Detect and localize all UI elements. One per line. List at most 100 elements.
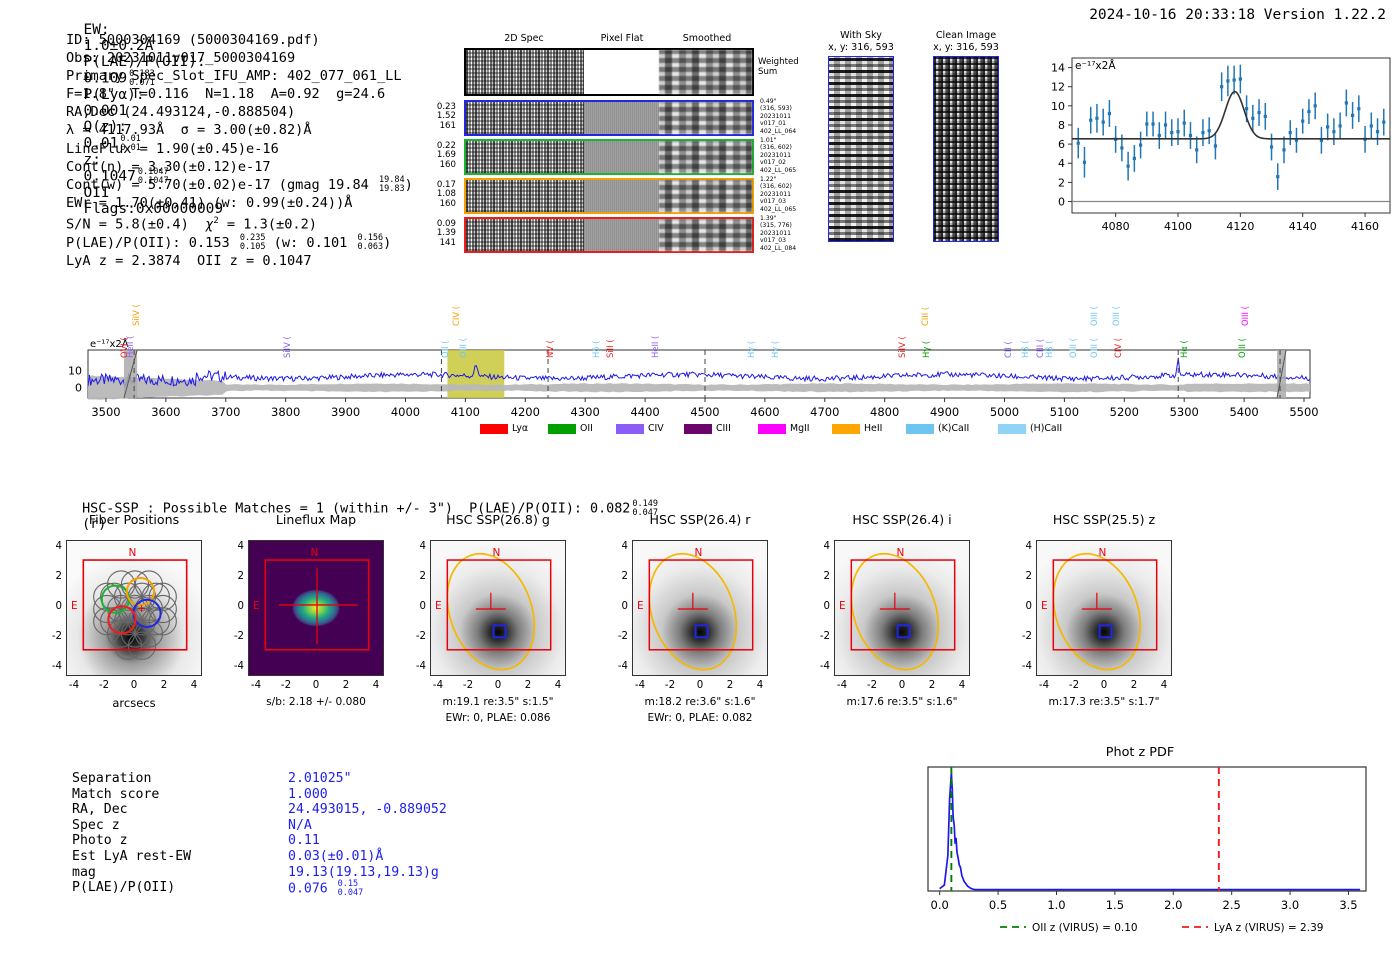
timestamp-version: 2024-10-16 20:33:18 Version 1.22.2 — [1089, 7, 1386, 23]
legend-label-Lyα: Lyα — [512, 423, 529, 434]
spectral-line-label: HeII ( — [124, 335, 135, 358]
cutout-ytick: -4 — [51, 661, 62, 672]
match-table-key: Match score — [72, 786, 160, 802]
z-label: z: — [83, 152, 101, 168]
weighted-sum-seg-0 — [466, 50, 585, 94]
weighted-sum-box — [464, 48, 754, 96]
svg-text:3600: 3600 — [151, 405, 180, 419]
legend-label-(K)CaII: (K)CaII — [938, 423, 970, 434]
qz-value: 0.01 — [83, 135, 119, 152]
match-table-value: 19.13(19.13,19.13)g — [288, 864, 439, 880]
svg-text:3700: 3700 — [211, 405, 240, 419]
spectral-line-label: Hα ( — [1179, 340, 1189, 358]
info-line: Obs: 20231011v017_5000304169 — [66, 50, 296, 67]
spectral-line-label: CIV ( — [1112, 338, 1123, 358]
spectral-line-label: CII ( — [1003, 341, 1014, 358]
ew-label: EW: — [83, 22, 110, 38]
svg-text:5100: 5100 — [1050, 405, 1079, 419]
cutout-xtick: 2 — [726, 680, 734, 691]
cutout-xtick: 0 — [494, 680, 502, 691]
cutout-caption-2: m:19.1 re:3.5" s:1.5" — [442, 696, 554, 708]
spectral-line-label: CIV ( — [451, 306, 462, 326]
svg-text:10: 10 — [68, 365, 82, 378]
fiber-strip-box — [464, 178, 754, 214]
cutout-xtick: -4 — [68, 680, 80, 691]
spectral-line-label: SiIV ( — [282, 336, 293, 358]
cutout-xtick: -2 — [866, 680, 878, 691]
svg-text:4160: 4160 — [1351, 220, 1379, 233]
cutout-xtick: 2 — [928, 680, 936, 691]
svg-text:4600: 4600 — [750, 405, 779, 419]
cutout-ytick: 2 — [55, 571, 62, 582]
cutout-title-1: Clean Image x, y: 316, 593 — [917, 30, 1015, 53]
legend-label-HeII: HeII — [864, 423, 883, 434]
info-line: EWr = 1.70(±0.41) (w: 0.99(±0.24))Å — [66, 194, 353, 211]
spectral-line-label: OIII ( — [1237, 338, 1248, 358]
match-table-value: 24.493015, -0.889052 — [288, 802, 447, 818]
svg-text:1.0: 1.0 — [1047, 898, 1065, 912]
qz-bounds: 0.01 0.01 — [120, 134, 141, 153]
legend-label-(H)CaII: (H)CaII — [1030, 423, 1063, 434]
cutout-xtick: 0 — [130, 680, 138, 691]
svg-text:3900: 3900 — [331, 405, 360, 419]
sky-cutout-panels: With Sky x, y: 316, 593 Clean Image x, y: 3… — [812, 30, 1022, 250]
cutout-panel-title-5: HSC SSP(25.5) z — [1052, 512, 1156, 527]
fiber-strip-seg-0 — [466, 141, 585, 173]
fiber-left-labels: 0.22 1.69 160 — [436, 141, 456, 170]
fiber-left-labels: 0.17 1.08 160 — [436, 180, 456, 209]
cutout-xtick: 4 — [756, 680, 764, 691]
info-line: LineFlux = 1.90(±0.45)e-16 — [66, 140, 279, 157]
fiber-strip-box — [464, 100, 754, 136]
svg-text:0: 0 — [1058, 196, 1065, 209]
match-table-value: 0.11 — [288, 833, 320, 849]
summary-header: EW: 1.0±0.2Å P(LAE)/P(OII): 0.109 0.183 0.… — [66, 6, 223, 217]
fiber-strip-seg-0 — [466, 102, 585, 134]
fiber-right-labels: 1.22" (316, 602) 20231011 v017_03 402_LL_065 — [760, 176, 797, 213]
fiber-strip-seg-0 — [466, 219, 585, 251]
svg-text:4: 4 — [1058, 157, 1065, 170]
spectral-line-label: Hγ ( — [745, 340, 756, 358]
cutout-panel-title-2: HSC SSP(26.8) g — [446, 512, 550, 527]
cutout-panel-title-1: Lineflux Map — [275, 512, 357, 527]
svg-text:1.5: 1.5 — [1106, 898, 1124, 912]
spectral-line-label: OIII ( — [1111, 306, 1122, 326]
svg-text:0.5: 0.5 — [989, 898, 1007, 912]
source-info-block: ID: 5000304169 (5000304169.pdf) Obs: 2023… — [66, 31, 413, 270]
cutout-ytick: 0 — [621, 601, 628, 612]
svg-text:4140: 4140 — [1289, 220, 1317, 233]
cutout-xtick: 0 — [1100, 680, 1108, 691]
cutout-ytick: 4 — [419, 541, 426, 552]
cutout-xtick: 0 — [696, 680, 704, 691]
hsc-header-bounds: 0.149 0.047 — [632, 499, 658, 518]
cutout-caption-5: m:17.3 re:3.5" s:1.7" — [1048, 696, 1160, 708]
svg-text:4900: 4900 — [930, 405, 959, 419]
svg-text:4300: 4300 — [571, 405, 600, 419]
info-line: Primary Spec_Slot_IFU_AMP: 402_077_061_L… — [66, 68, 402, 85]
z-value: 0.1047 — [83, 168, 136, 185]
svg-text:3800: 3800 — [271, 405, 300, 419]
compass-east-2: E — [435, 599, 442, 612]
spectral-line-label: OIII ( — [1088, 338, 1099, 358]
plya-label: P(Lyα): — [83, 87, 145, 103]
fiber-right-labels: 1.39" (315, 776) 20231011 v017_03 402_LL_084 — [760, 215, 797, 252]
cutout-xtick: 0 — [898, 680, 906, 691]
cutout-xtick: -2 — [1068, 680, 1080, 691]
cutout-image-1 — [933, 56, 999, 242]
info-line: S/N = 5.8(±0.4) χ2 = 1.3(±0.2) — [66, 215, 317, 233]
cutout-ytick: 0 — [55, 601, 62, 612]
cutout-xtick: 2 — [160, 680, 168, 691]
cutout-ytick: 2 — [419, 571, 426, 582]
cutout-ytick: -2 — [819, 631, 830, 642]
phot-z-title: Phot z PDF — [1105, 745, 1175, 760]
cutout-ytick: 2 — [1025, 571, 1032, 582]
svg-text:5200: 5200 — [1110, 405, 1139, 419]
cutout-xtick: -2 — [280, 680, 292, 691]
cutout-ytick: -4 — [1021, 661, 1032, 672]
legend-swatch-CIII — [684, 424, 712, 434]
cutout-xtick: 4 — [190, 680, 198, 691]
weighted-sum-seg-1 — [584, 50, 660, 94]
fiber-strip-box — [464, 217, 754, 253]
cutout-caption-4: m:17.6 re:3.5" s:1.6" — [846, 696, 958, 708]
info-line: P(LAE)/P(OII): 0.153 0.235 0.105 (w: 0.10… — [66, 233, 392, 252]
fiber-strip-seg-2 — [659, 141, 752, 173]
